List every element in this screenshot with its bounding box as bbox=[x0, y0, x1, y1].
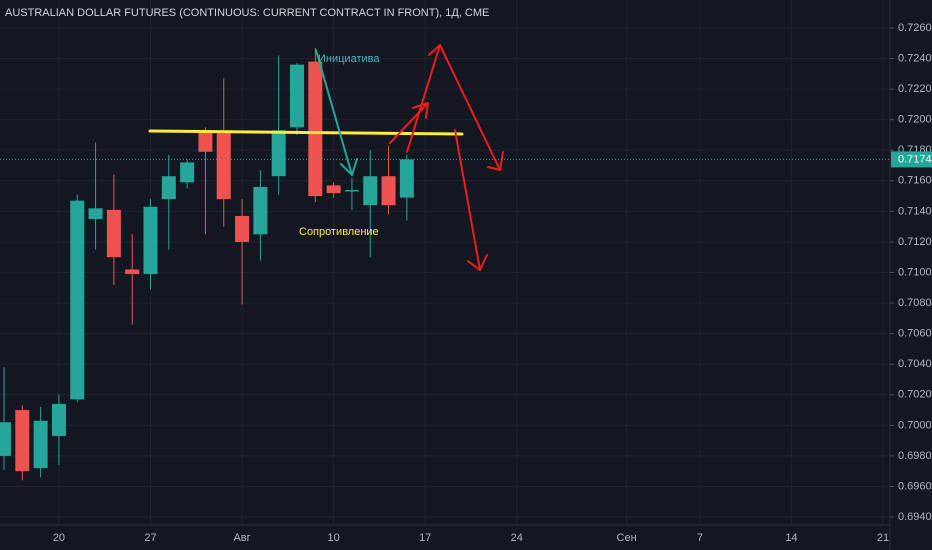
arrow-head bbox=[412, 102, 429, 119]
y-tick-label: 0.7240 bbox=[898, 52, 932, 64]
x-tick-label: 17 bbox=[419, 532, 431, 544]
x-tick-label: 14 bbox=[785, 532, 797, 544]
x-tick-label: 27 bbox=[144, 532, 156, 544]
annotation: Инициатива bbox=[318, 53, 380, 65]
candle-body bbox=[51, 403, 66, 437]
red-arrow bbox=[389, 102, 429, 144]
y-tick-label: 0.7140 bbox=[898, 205, 932, 217]
last-price-label: 0.7174 bbox=[898, 153, 932, 165]
arrow-head bbox=[487, 151, 504, 171]
x-tick-label: 24 bbox=[511, 532, 523, 544]
y-tick-label: 0.7260 bbox=[898, 22, 932, 34]
x-tick-label: 20 bbox=[53, 532, 65, 544]
red-arrow bbox=[406, 44, 501, 171]
y-tick-label: 0.7020 bbox=[898, 389, 932, 401]
candle-body bbox=[308, 61, 323, 197]
last-price-box bbox=[891, 151, 932, 168]
red-arrow bbox=[454, 129, 481, 271]
candle-body bbox=[381, 176, 396, 206]
x-tick-label: 7 bbox=[697, 532, 703, 544]
annotation: Сопротивление bbox=[299, 226, 379, 238]
chart-title: AUSTRALIAN DOLLAR FUTURES (CONTINUOUS: C… bbox=[5, 7, 489, 19]
y-tick-label: 0.7040 bbox=[898, 358, 932, 370]
candle-body bbox=[344, 189, 359, 192]
arrow-head bbox=[340, 158, 358, 176]
candle-body bbox=[70, 200, 85, 400]
candle-body bbox=[106, 209, 121, 258]
y-tick-label: 0.7120 bbox=[898, 236, 932, 248]
candles bbox=[0, 47, 414, 481]
candle-body bbox=[125, 269, 140, 275]
candle-body bbox=[399, 159, 414, 198]
candle-body bbox=[253, 186, 268, 235]
y-tick-label: 0.7000 bbox=[898, 419, 932, 431]
candle-body bbox=[180, 162, 195, 183]
candle-body bbox=[143, 206, 158, 275]
y-tick-label: 0.7220 bbox=[898, 83, 932, 95]
arrow-head bbox=[467, 254, 488, 271]
y-tick-label: 0.7080 bbox=[898, 297, 932, 309]
candle-body bbox=[0, 422, 11, 456]
x-tick-label: Авг bbox=[233, 532, 250, 544]
candle-body bbox=[235, 215, 250, 242]
y-tick-label: 0.7160 bbox=[898, 175, 932, 187]
initiative-arrow bbox=[315, 49, 353, 176]
candle-body bbox=[363, 176, 378, 206]
candle-body bbox=[326, 185, 341, 194]
x-tick-label: 21 bbox=[877, 532, 889, 544]
candle-body bbox=[198, 131, 213, 152]
candle-body bbox=[290, 64, 304, 128]
y-tick-label: 0.7060 bbox=[898, 328, 932, 340]
x-tick-label: 10 bbox=[328, 532, 340, 544]
resistance-line bbox=[148, 129, 464, 136]
y-tick-label: 0.6940 bbox=[898, 511, 932, 523]
x-tick-label: Сен bbox=[617, 532, 637, 544]
candle-body bbox=[88, 208, 103, 220]
drawings bbox=[148, 44, 504, 271]
y-tick-label: 0.6980 bbox=[898, 450, 932, 462]
y-tick-label: 0.6960 bbox=[898, 480, 932, 492]
candle-body bbox=[161, 176, 176, 200]
y-tick-label: 0.7100 bbox=[898, 266, 932, 278]
y-tick-label: 0.7200 bbox=[898, 114, 932, 126]
candle-body bbox=[216, 131, 231, 200]
grid bbox=[0, 0, 890, 525]
candle-body bbox=[33, 420, 48, 469]
candle-body bbox=[271, 130, 286, 177]
arrow-head bbox=[428, 44, 448, 61]
candle-body bbox=[15, 410, 30, 472]
